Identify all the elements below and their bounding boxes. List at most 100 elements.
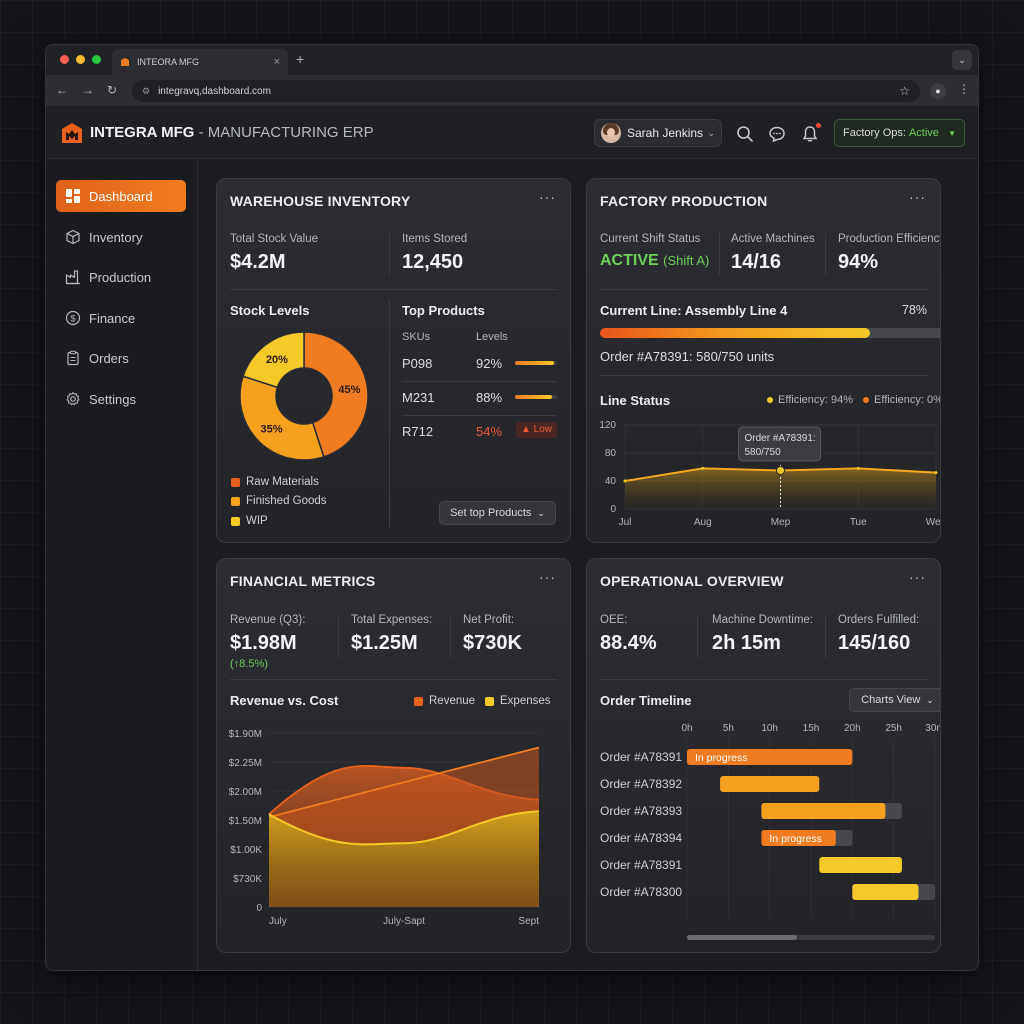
more-options-icon[interactable]: ···: [909, 569, 926, 585]
donut-slice: [239, 375, 325, 461]
product-sku: P098: [402, 356, 433, 371]
box-icon: [66, 229, 80, 245]
product-level: 92%: [476, 356, 503, 371]
line-progress-track: [600, 328, 940, 338]
x-tick-label: Mep: [771, 517, 791, 528]
browser-window: INTEORA MFG × + ⌄ ← → ↻ ⚙ integravq,dash…: [45, 44, 979, 971]
order-progress-text: Order #A78391: 580/750 units: [600, 349, 775, 364]
close-tab-icon[interactable]: ×: [273, 56, 280, 68]
line-status-chart: 0 40 80 120 Jul Aug Mep Tue Wep Order #A78391: 580…: [599, 420, 940, 528]
caret-down-icon: ▼: [948, 128, 956, 138]
slice-label: 45%: [338, 384, 360, 396]
close-window-button[interactable]: [60, 55, 69, 64]
url-field[interactable]: ⚙ integravq,dashboard.com ☆: [132, 80, 920, 102]
timeline-row-label: Order #A78391: [600, 750, 682, 764]
more-options-icon[interactable]: ···: [909, 189, 926, 205]
y-tick-label: $1.00K: [230, 845, 262, 856]
net-profit-label: Net Profit:: [463, 614, 515, 626]
bookmark-star-icon[interactable]: ☆: [899, 84, 910, 98]
timeline-bar: [819, 857, 902, 873]
shift-status-sub: (Shift A): [663, 253, 710, 268]
chevron-down-icon: ⌄: [707, 127, 715, 138]
legend-dot: [767, 397, 773, 404]
oee-label: OEE:: [600, 614, 628, 626]
list-item[interactable]: R712 54% ▲ Low: [402, 419, 558, 443]
list-item[interactable]: M231 88%: [402, 385, 557, 409]
x-tick-label: 20h: [844, 723, 861, 734]
timeline-row-label: Order #A78394: [600, 831, 682, 845]
sidebar-item-label: Production: [89, 269, 152, 285]
new-tab-icon[interactable]: +: [296, 51, 305, 67]
timeline-bar: [852, 884, 919, 900]
y-tick-label: 80: [605, 448, 617, 459]
x-tick-label: Sept: [518, 916, 539, 927]
site-settings-icon[interactable]: ⚙: [142, 85, 151, 96]
sidebar-item-inventory[interactable]: Inventory: [56, 221, 186, 253]
x-tick-label: 15h: [803, 723, 820, 734]
machine-downtime-label: Machine Downtime:: [712, 614, 813, 626]
line-progress-fill: [600, 328, 870, 338]
sidebar-item-production[interactable]: Production: [56, 261, 186, 293]
dollar-icon: $: [65, 310, 81, 326]
line-status-title: Line Status: [600, 393, 671, 408]
browser-tab[interactable]: INTEORA MFG ×: [112, 49, 288, 75]
more-options-icon[interactable]: ···: [539, 569, 556, 585]
timeline-row-label: Order #A78392: [600, 777, 682, 791]
x-tick-label: 5h: [723, 723, 734, 734]
sidebar-item-settings[interactable]: Settings: [56, 383, 186, 415]
product-level: 88%: [476, 390, 503, 405]
divider: [338, 614, 339, 658]
legend-swatch: [231, 517, 240, 526]
back-arrow-icon[interactable]: ←: [56, 83, 68, 97]
chat-icon[interactable]: [768, 125, 786, 143]
divider: [825, 233, 826, 275]
button-label: Charts View: [861, 694, 921, 706]
expenses-line: [268, 810, 540, 846]
data-point: [776, 466, 785, 475]
revenue-label: Revenue (Q3):: [230, 614, 306, 626]
set-top-products-button[interactable]: Set top Products ⌄: [439, 501, 556, 525]
profile-icon[interactable]: ●: [930, 83, 946, 99]
bell-icon[interactable]: [801, 125, 819, 143]
user-menu[interactable]: Sarah Jenkins ⌄: [594, 119, 722, 147]
avatar: [601, 123, 621, 143]
col-skus-header: SKUs: [402, 331, 431, 343]
maximize-window-button[interactable]: [92, 55, 101, 64]
series-area: [625, 468, 936, 509]
machine-downtime-value: 2h 15m: [712, 632, 781, 654]
factory-ops-status-dropdown[interactable]: Factory Ops: Active ▼: [834, 119, 965, 147]
divider: [230, 679, 558, 680]
forward-arrow-icon[interactable]: →: [82, 83, 94, 97]
expenses-area: [269, 811, 539, 907]
legend-label: Efficiency: 94%: [778, 394, 854, 406]
active-machines-label: Active Machines: [731, 233, 815, 245]
tab-search-chevron-icon[interactable]: ⌄: [952, 50, 972, 70]
total-stock-value: $4.2M: [230, 251, 286, 273]
sidebar-item-orders[interactable]: Orders: [56, 342, 186, 374]
orders-fulfilled-value: 145/160: [838, 632, 911, 654]
integra-favicon-icon: [121, 58, 129, 66]
reload-icon[interactable]: ↻: [107, 83, 118, 97]
shift-status: ACTIVE (Shift A): [600, 252, 709, 270]
search-icon[interactable]: [736, 125, 754, 143]
legend-item: Efficiency: 0%: [863, 394, 940, 406]
divider: [825, 614, 826, 658]
browser-menu-icon[interactable]: ⋮: [958, 82, 970, 96]
card-title: WAREHOUSE INVENTORY: [230, 193, 411, 209]
timeline-bar-label: In progress: [769, 833, 822, 845]
charts-view-dropdown[interactable]: Charts View ⌄: [849, 688, 940, 712]
divider: [389, 299, 390, 529]
chevron-down-icon: ⌄: [926, 694, 934, 705]
more-options-icon[interactable]: ···: [539, 189, 556, 205]
y-tick-label: 40: [605, 476, 617, 487]
sidebar-item-finance[interactable]: $ Finance: [56, 302, 186, 334]
legend-expenses: Expenses: [500, 695, 551, 707]
legend-label: WIP: [246, 515, 268, 527]
minimize-window-button[interactable]: [76, 55, 85, 64]
legend-label: Finished Goods: [246, 495, 327, 507]
legend-item: Efficiency: 94%: [767, 394, 853, 406]
sidebar-item-dashboard[interactable]: Dashboard: [56, 180, 186, 212]
divider: [230, 289, 558, 290]
list-item[interactable]: P098 92%: [402, 351, 557, 375]
window-controls: [60, 55, 101, 64]
